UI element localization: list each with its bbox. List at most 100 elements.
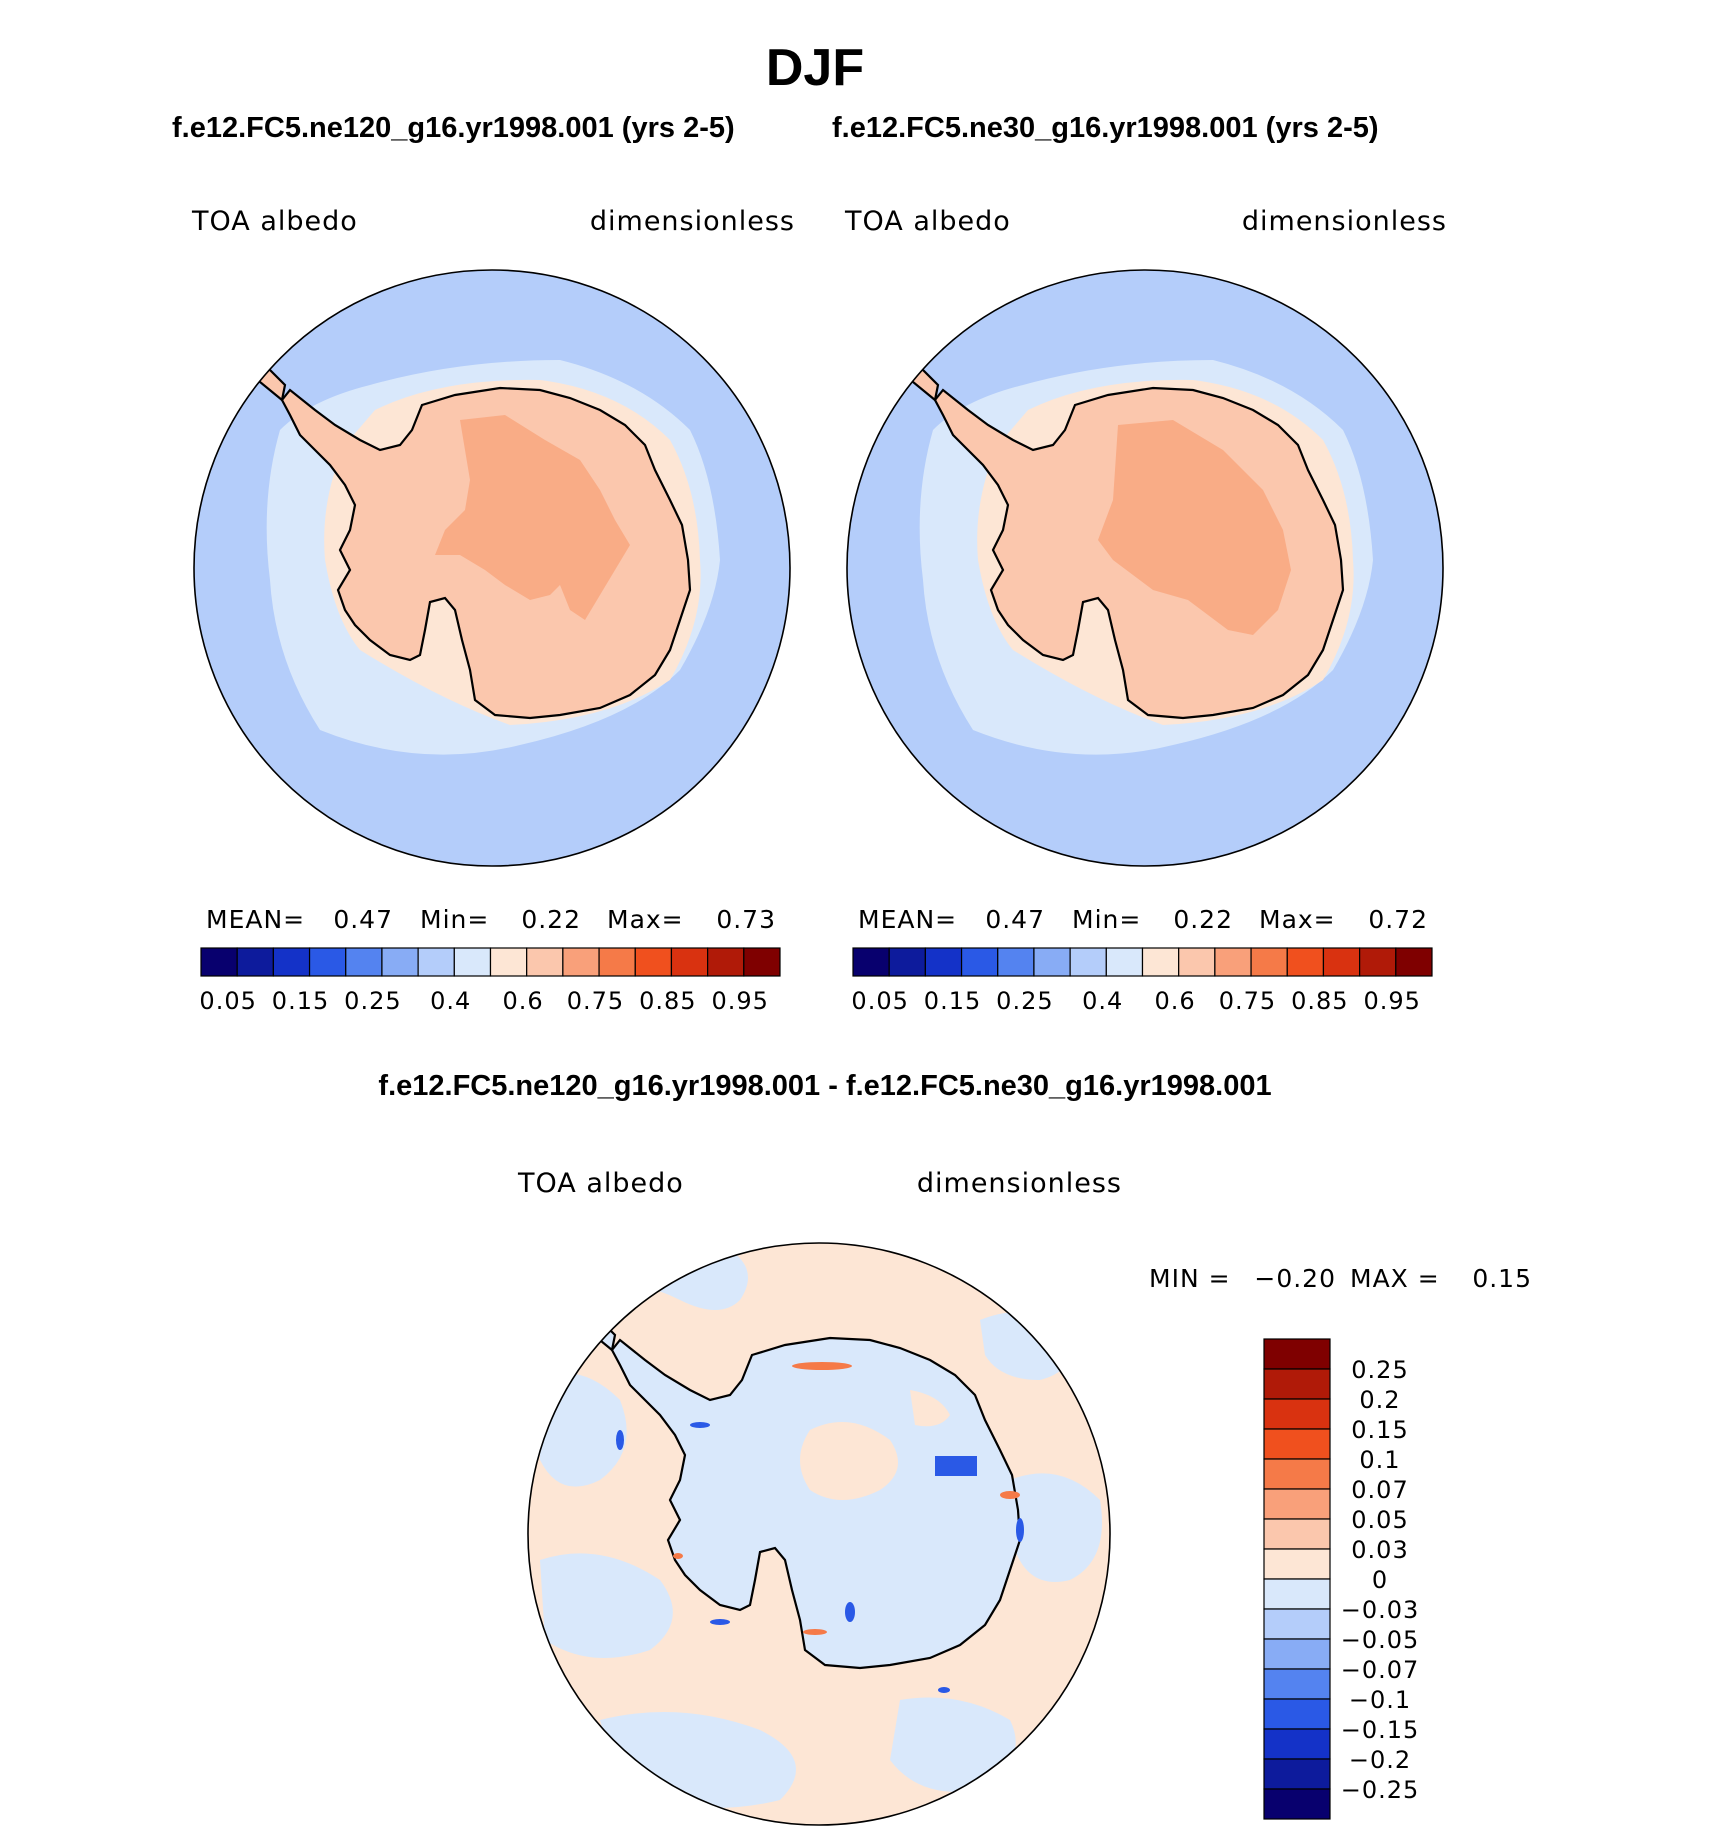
colorbar-swatch xyxy=(1263,1608,1331,1640)
colorbar-swatch xyxy=(1395,947,1433,977)
colorbar-tick-label: 0.6 xyxy=(502,987,543,1015)
panel-1-max-value: 0.73 xyxy=(716,905,776,934)
panel-1-field-label: TOA albedo xyxy=(191,206,358,237)
colorbar-swatch xyxy=(1263,1758,1331,1790)
panel-2-mean-value: 0.47 xyxy=(985,905,1045,934)
panel-2-min-value: 0.22 xyxy=(1173,905,1233,934)
colorbar-swatch xyxy=(1263,1368,1331,1400)
colorbar-swatch xyxy=(1263,1668,1331,1700)
colorbar-swatch xyxy=(852,947,890,977)
panel-2-field-label: TOA albedo xyxy=(844,206,1011,237)
panel-1-colorbar: 0.05 0.15 0.25 0.4 0.6 0.75 0.85 0.95 xyxy=(199,947,781,1015)
colorbar-swatch xyxy=(1141,947,1180,977)
panel-1-map-border xyxy=(193,269,791,867)
difference-units-label: dimensionless xyxy=(917,1168,1122,1199)
colorbar-swatch xyxy=(1359,947,1397,977)
colorbar-swatch xyxy=(417,947,455,977)
colorbar-tick-label: 0.25 xyxy=(1351,1356,1408,1384)
colorbar-swatch xyxy=(1250,947,1288,977)
colorbar-tick-label: 0.15 xyxy=(272,987,329,1015)
difference-colorbar: 0.250.20.150.10.070.050.030−0.03−0.05 −0.… xyxy=(1263,1338,1420,1820)
colorbar-tick-label: −0.15 xyxy=(1341,1716,1420,1744)
difference-max-label: MAX = xyxy=(1350,1264,1440,1293)
colorbar-tick-label: 0.2 xyxy=(1359,1386,1400,1414)
colorbar-tick-label: 0 xyxy=(1372,1566,1388,1594)
colorbar-swatch xyxy=(345,947,383,977)
colorbar-tick-label: 0.95 xyxy=(711,987,768,1015)
colorbar-tick-label: 0.05 xyxy=(1351,1506,1408,1534)
panel-1-min-label: Min= xyxy=(420,905,489,934)
panel-2-mean-label: MEAN= xyxy=(858,905,957,934)
colorbar-tick-label: 0.05 xyxy=(851,987,908,1015)
panel-2-map xyxy=(847,270,1443,866)
colorbar-swatch xyxy=(1178,947,1216,977)
colorbar-swatch xyxy=(1105,947,1144,977)
colorbar-swatch xyxy=(997,947,1035,977)
colorbar-tick-label: 0.25 xyxy=(344,987,401,1015)
colorbar-swatch xyxy=(381,947,419,977)
colorbar-swatch xyxy=(1263,1548,1331,1580)
colorbar-swatch xyxy=(1263,1728,1331,1760)
colorbar-tick-label: 0.1 xyxy=(1359,1446,1400,1474)
colorbar-swatch xyxy=(562,947,600,977)
colorbar-swatch xyxy=(1263,1428,1331,1460)
colorbar-tick-label: 0.85 xyxy=(1291,987,1348,1015)
colorbar-tick-label: 0.05 xyxy=(199,987,256,1015)
difference-min-label: MIN = xyxy=(1149,1264,1231,1293)
colorbar-swatch xyxy=(1322,947,1361,977)
colorbar-swatch xyxy=(743,947,781,977)
panel-1-mean-label: MEAN= xyxy=(206,905,305,934)
difference-map xyxy=(528,1243,1110,1825)
colorbar-swatch xyxy=(489,947,528,977)
colorbar-tick-label: −0.1 xyxy=(1349,1686,1411,1714)
colorbar-tick-label: 0.07 xyxy=(1351,1476,1408,1504)
panel-2-map-border xyxy=(846,269,1444,867)
panel-1-units-label: dimensionless xyxy=(590,206,795,237)
colorbar-swatch xyxy=(888,947,926,977)
figure-title: DJF xyxy=(765,39,865,97)
colorbar-swatch xyxy=(1263,1788,1331,1820)
colorbar-swatch xyxy=(1033,947,1071,977)
difference-max-value: 0.15 xyxy=(1472,1264,1532,1293)
colorbar-tick-label: −0.25 xyxy=(1341,1776,1420,1804)
colorbar-tick-label: −0.03 xyxy=(1341,1596,1420,1624)
colorbar-swatch xyxy=(634,947,673,977)
colorbar-swatch xyxy=(1069,947,1107,977)
colorbar-swatch xyxy=(1263,1638,1331,1670)
colorbar-swatch xyxy=(1263,1458,1331,1490)
colorbar-swatch xyxy=(598,947,636,977)
colorbar-tick-label: 0.85 xyxy=(639,987,696,1015)
colorbar-swatch xyxy=(960,947,999,977)
colorbar-swatch xyxy=(670,947,709,977)
colorbar-swatch xyxy=(1263,1398,1331,1430)
colorbar-swatch xyxy=(200,947,238,977)
colorbar-tick-label: 0.75 xyxy=(567,987,624,1015)
colorbar-swatch xyxy=(707,947,745,977)
negative-anomaly xyxy=(935,1456,977,1476)
colorbar-tick-label: −0.05 xyxy=(1341,1626,1420,1654)
colorbar-tick-label: 0.15 xyxy=(924,987,981,1015)
colorbar-swatch xyxy=(1286,947,1325,977)
panel-2-colorbar: 0.05 0.15 0.25 0.4 0.6 0.75 0.85 0.95 xyxy=(851,947,1433,1015)
difference-field-label: TOA albedo xyxy=(517,1168,684,1199)
colorbar-swatch xyxy=(1263,1518,1331,1550)
panel-1-max-label: Max= xyxy=(607,905,684,934)
panel-1-mean-value: 0.47 xyxy=(333,905,393,934)
panel-2-max-label: Max= xyxy=(1259,905,1336,934)
difference-min-value: −0.20 xyxy=(1254,1264,1336,1293)
colorbar-swatch xyxy=(1263,1698,1331,1730)
colorbar-tick-label: 0.25 xyxy=(996,987,1053,1015)
colorbar-swatch xyxy=(1263,1488,1331,1520)
colorbar-swatch xyxy=(526,947,564,977)
panel-2-units-label: dimensionless xyxy=(1242,206,1447,237)
panel-2-max-value: 0.72 xyxy=(1368,905,1428,934)
colorbar-swatch xyxy=(1214,947,1252,977)
colorbar-swatch xyxy=(1263,1578,1331,1610)
panel-2-min-label: Min= xyxy=(1072,905,1141,934)
colorbar-tick-label: 0.15 xyxy=(1351,1416,1408,1444)
panel-1-map xyxy=(194,270,790,866)
colorbar-tick-label: 0.03 xyxy=(1351,1536,1408,1564)
panel-2-case-title: f.e12.FC5.ne30_g16.yr1998.001 (yrs 2-5) xyxy=(832,112,1379,144)
colorbar-tick-label: 0.95 xyxy=(1363,987,1420,1015)
